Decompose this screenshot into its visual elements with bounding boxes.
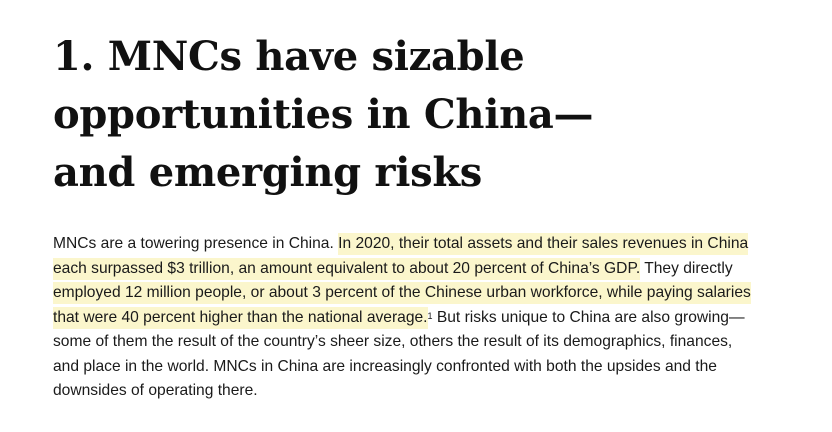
plain-text: downsides of operating there. (53, 382, 258, 399)
paragraph-line: each surpassed $3 trillion, an amount eq… (53, 257, 813, 282)
heading-line: and emerging risks (53, 149, 482, 196)
footnote-marker[interactable]: 1 (427, 310, 433, 321)
paragraph-line: that were 40 percent higher than the nat… (53, 306, 813, 331)
paragraph-line: some of them the result of the country’s… (53, 330, 813, 355)
plain-text: MNCs are a towering presence in China. (53, 235, 339, 252)
paragraph-line: and place in the world. MNCs in China ar… (53, 355, 813, 380)
paragraph-line: downsides of operating there. (53, 379, 813, 404)
heading-line: 1. MNCs have sizable (53, 33, 525, 80)
highlighted-text: that were 40 percent higher than the nat… (53, 306, 428, 329)
body-paragraph: MNCs are a towering presence in China. I… (53, 232, 813, 404)
plain-text: and place in the world. MNCs in China ar… (53, 357, 717, 375)
paragraph-line: MNCs are a towering presence in China. I… (53, 232, 813, 257)
highlighted-text: In 2020, their total assets and their sa… (338, 233, 749, 255)
plain-text: They directly (640, 259, 733, 277)
paragraph-line: employed 12 million people, or about 3 p… (53, 281, 813, 306)
plain-text: some of them the result of the country’s… (53, 333, 733, 350)
plain-text: But risks unique to China are also growi… (432, 308, 745, 326)
section-heading: 1. MNCs have sizable opportunities in Ch… (53, 28, 813, 202)
highlighted-text: employed 12 million people, or about 3 p… (53, 282, 751, 304)
highlighted-text: each surpassed $3 trillion, an amount eq… (53, 257, 641, 280)
heading-line: opportunities in China— (53, 91, 594, 138)
